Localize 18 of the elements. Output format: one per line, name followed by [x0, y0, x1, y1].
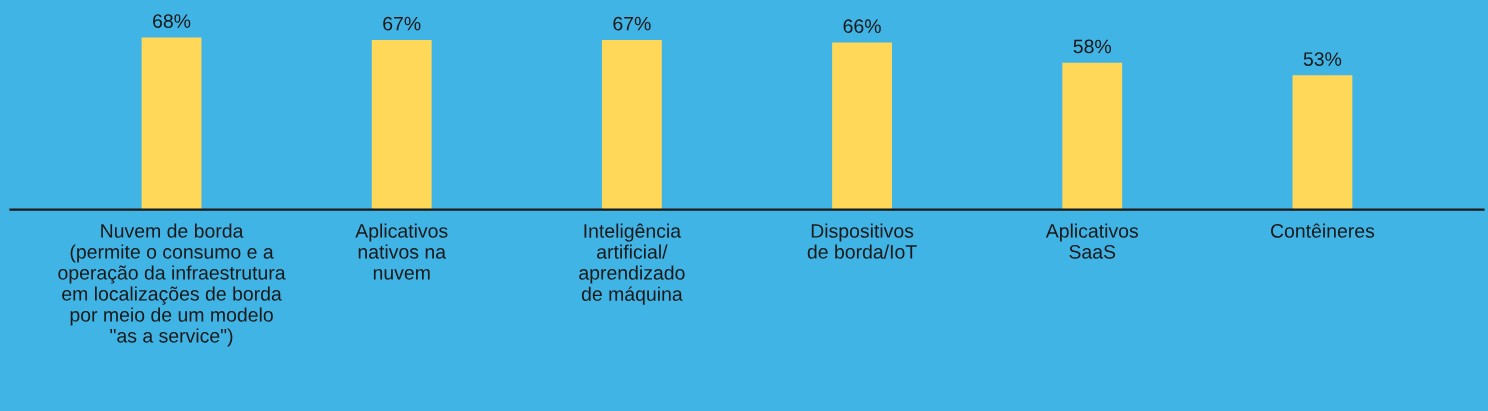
bar — [141, 37, 202, 210]
bar — [601, 39, 662, 210]
bar — [1062, 62, 1123, 210]
x-tick-label: Inteligência artificial/ aprendizado de máquina — [579, 223, 685, 305]
bar — [1292, 75, 1353, 210]
data-label: 68% — [153, 14, 191, 28]
data-label: 58% — [1073, 39, 1112, 54]
data-label: 66% — [843, 19, 881, 34]
x-tick-label: Aplicativos SaaS — [1045, 223, 1139, 259]
x-tick-label: Dispositivos de borda/IoT — [807, 223, 917, 259]
data-label: 53% — [1303, 52, 1342, 66]
data-label: 67% — [613, 16, 651, 31]
data-label: 67% — [383, 16, 421, 31]
bar — [832, 42, 892, 210]
x-tick-label: Nuvem de borda (permite o consumo e a operação da infraestrutura em localizações de borda por meio de um modelo "as a service") — [58, 223, 286, 347]
bar — [371, 39, 432, 210]
x-tick-label: Aplicativos nativos na nuvem — [355, 223, 448, 280]
x-tick-label: Contêineres — [1270, 223, 1375, 238]
